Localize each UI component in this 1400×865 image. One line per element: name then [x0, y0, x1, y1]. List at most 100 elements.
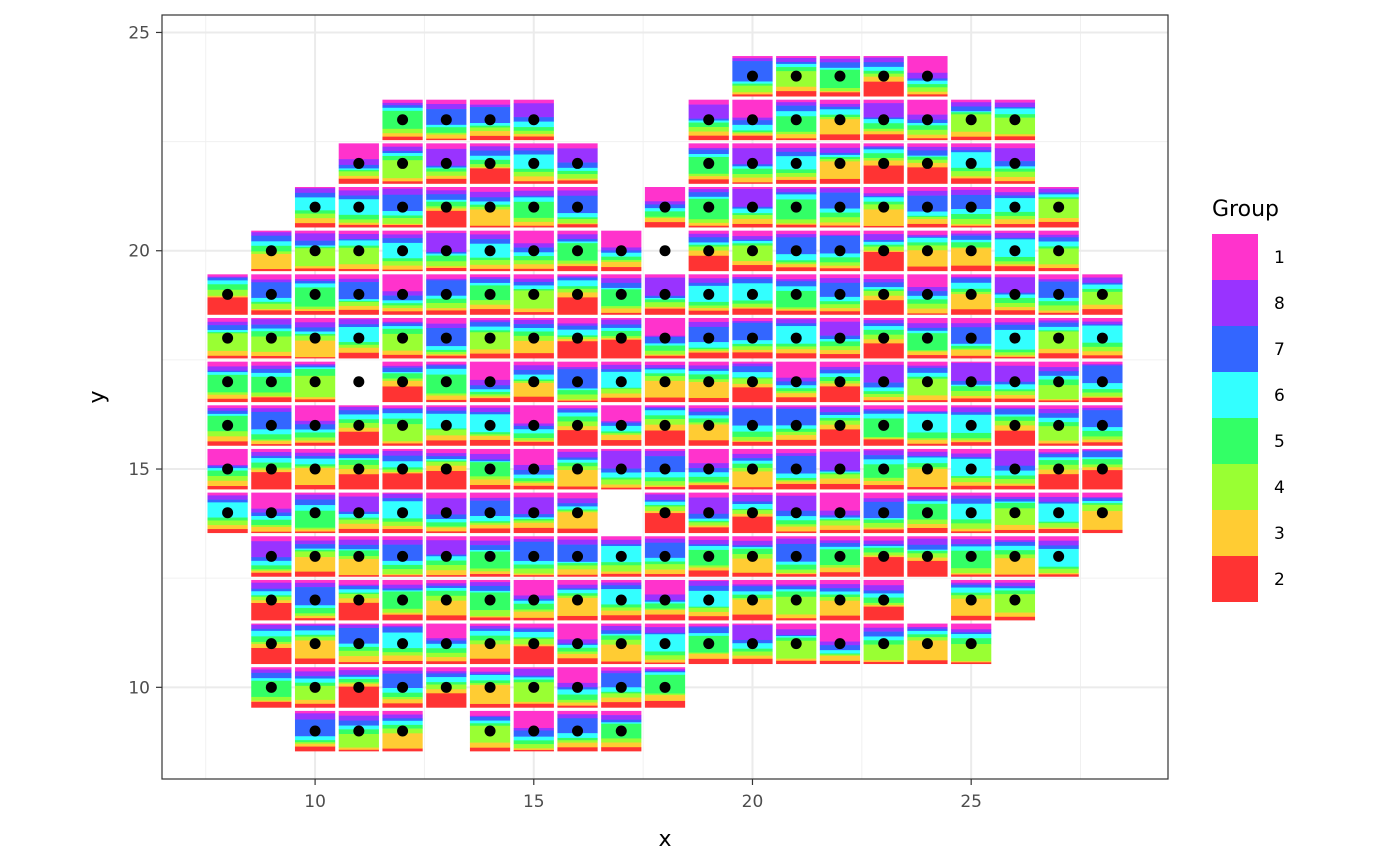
legend-key-4 — [1212, 464, 1258, 510]
cell-segment-group-7 — [513, 195, 554, 198]
cell-segment-group-5 — [513, 256, 554, 261]
cell-segment-group-7 — [951, 498, 992, 505]
cell-segment-group-3 — [294, 218, 336, 224]
cell-segment-group-8 — [207, 276, 248, 279]
cell-segment-group-4 — [994, 171, 1036, 178]
cell-segment-group-7 — [688, 237, 729, 243]
cell-segment-group-4 — [951, 438, 992, 441]
cell-segment-group-5 — [863, 519, 904, 524]
cell-segment-group-8 — [863, 57, 904, 63]
cell-segment-group-2 — [513, 485, 554, 490]
cell-segment-group-4 — [513, 520, 554, 524]
cell-segment-group-8 — [994, 540, 1036, 543]
cell-segment-group-1 — [776, 230, 817, 235]
cell-segment-group-7 — [382, 323, 423, 327]
cell-segment-group-5 — [644, 603, 686, 609]
cell-segment-group-8 — [907, 146, 948, 151]
cell-segment-group-3 — [776, 86, 817, 92]
cell-segment-group-2 — [513, 181, 554, 184]
cell-segment-group-4 — [469, 610, 511, 617]
data-point — [309, 245, 321, 257]
cell-segment-group-7 — [644, 670, 686, 673]
cell-segment-group-5 — [513, 564, 554, 569]
cell-segment-group-5 — [338, 517, 379, 520]
cell-segment-group-1 — [644, 667, 686, 670]
cell-segment-group-3 — [251, 309, 292, 311]
cell-segment-group-5 — [819, 417, 861, 421]
cell-segment-group-4 — [469, 300, 511, 305]
legend-label: 5 — [1274, 432, 1285, 452]
cell-segment-group-2 — [688, 616, 729, 621]
cell-segment-group-5 — [951, 242, 992, 248]
cell-segment-group-7 — [732, 322, 773, 341]
cell-segment-group-1 — [776, 623, 817, 630]
cell-segment-group-2 — [776, 224, 817, 228]
data-point — [572, 201, 584, 213]
heatmap-cell — [382, 536, 423, 577]
cell-segment-group-7 — [863, 62, 904, 68]
cell-segment-group-3 — [776, 223, 817, 226]
cell-segment-group-7 — [469, 673, 511, 676]
cell-segment-group-4 — [907, 129, 948, 135]
cell-segment-group-3 — [513, 748, 554, 751]
cell-segment-group-6 — [207, 372, 248, 376]
cell-segment-group-4 — [1038, 523, 1079, 528]
data-point — [790, 70, 802, 82]
cell-segment-group-5 — [1038, 521, 1079, 524]
cell-segment-group-2 — [382, 311, 423, 315]
cell-segment-group-5 — [1038, 301, 1079, 306]
cell-segment-group-4 — [688, 349, 729, 352]
cell-segment-group-1 — [338, 274, 379, 280]
cell-segment-group-2 — [1082, 397, 1123, 403]
cell-segment-group-8 — [557, 190, 598, 197]
data-point — [746, 376, 758, 388]
cell-segment-group-3 — [819, 91, 861, 93]
cell-segment-group-8 — [557, 539, 598, 545]
cell-segment-group-4 — [863, 437, 904, 439]
cell-segment-group-8 — [338, 670, 379, 676]
cell-segment-group-2 — [294, 399, 336, 403]
cell-segment-group-4 — [776, 596, 817, 615]
data-point — [440, 157, 452, 169]
cell-segment-group-7 — [1038, 371, 1079, 377]
cell-segment-group-7 — [601, 544, 642, 547]
cell-segment-group-7 — [907, 367, 948, 374]
cell-segment-group-3 — [207, 525, 248, 530]
cell-segment-group-6 — [338, 676, 379, 680]
data-point — [353, 681, 365, 693]
cell-segment-group-5 — [207, 517, 248, 521]
data-point — [615, 376, 627, 388]
cell-segment-group-2 — [951, 225, 992, 228]
cell-segment-group-1 — [469, 405, 511, 408]
cell-segment-group-8 — [994, 365, 1036, 383]
data-point — [528, 419, 540, 431]
cell-segment-group-1 — [513, 187, 554, 191]
cell-segment-group-1 — [251, 448, 292, 453]
cell-segment-group-2 — [732, 487, 773, 490]
cell-segment-group-3 — [907, 308, 948, 314]
cell-segment-group-5 — [601, 604, 642, 608]
cell-segment-group-5 — [513, 168, 554, 173]
cell-segment-group-5 — [382, 518, 423, 522]
cell-segment-group-3 — [382, 525, 423, 530]
cell-segment-group-2 — [426, 440, 467, 446]
cell-segment-group-8 — [951, 189, 992, 196]
cell-segment-group-6 — [557, 280, 598, 287]
cell-segment-group-4 — [601, 259, 642, 263]
data-point — [878, 201, 890, 213]
cell-segment-group-2 — [819, 529, 861, 534]
cell-segment-group-2 — [382, 181, 423, 184]
cell-segment-group-2 — [994, 485, 1036, 490]
cell-segment-group-2 — [776, 179, 817, 184]
cell-segment-group-8 — [1082, 321, 1123, 325]
data-point — [834, 419, 846, 431]
cell-segment-group-8 — [907, 323, 948, 329]
cell-segment-group-8 — [469, 277, 511, 280]
legend-key-7 — [1212, 326, 1258, 372]
cell-segment-group-6 — [426, 346, 467, 351]
data-point — [703, 245, 715, 257]
cell-segment-group-6 — [732, 547, 773, 549]
cell-segment-group-2 — [732, 223, 773, 228]
data-point — [659, 638, 671, 650]
cell-segment-group-8 — [513, 278, 554, 283]
